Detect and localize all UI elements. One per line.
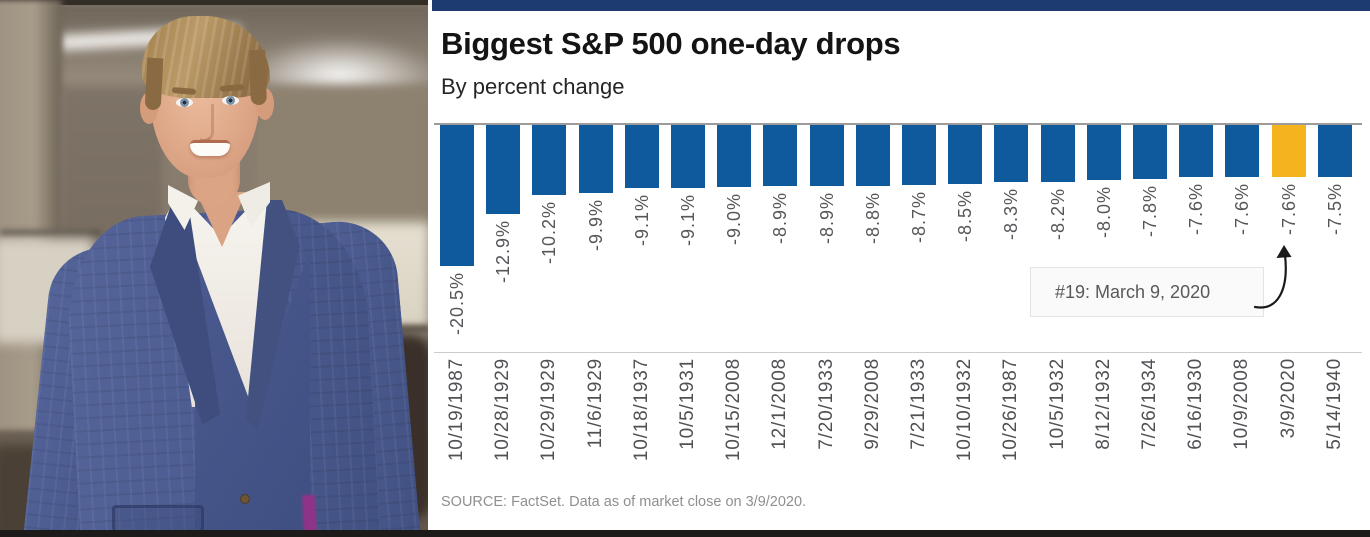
top-accent-bar (432, 0, 1370, 11)
x-axis-tick-label: 10/15/2008 (723, 358, 745, 462)
bar-value-label: -8.2% (1047, 187, 1068, 240)
bar-10/18/1937 (624, 125, 659, 188)
bar-5/14/1940 (1317, 125, 1352, 177)
bar-10/19/1987 (440, 125, 474, 267)
x-axis-tick-label: 7/20/1933 (815, 358, 837, 450)
chart-subtitle: By percent change (441, 74, 625, 99)
bar-6/16/1930 (1179, 125, 1214, 178)
presenter-sideburn (144, 57, 164, 111)
x-axis-tick-label: 5/14/1940 (1323, 358, 1345, 450)
x-axis-line (434, 352, 1362, 353)
bar-value-label: -8.8% (862, 191, 883, 244)
x-axis-tick-label: 10/28/1929 (492, 358, 514, 462)
x-axis-tick-label: 10/5/1931 (677, 358, 698, 450)
bar-value-label: -7.8% (1140, 184, 1160, 237)
presenter-eye (176, 98, 193, 107)
source-note: SOURCE: FactSet. Data as of market close… (441, 494, 807, 510)
bar-10/29/1929 (532, 125, 567, 196)
x-axis-tick-label: 10/10/1932 (954, 358, 976, 462)
bar-9/29/2008 (855, 125, 890, 186)
x-axis-tick-label: 10/19/1987 (446, 358, 467, 462)
x-axis-tick-label: 10/26/1987 (1000, 358, 1022, 462)
bar-value-label: -20.5% (447, 272, 467, 336)
bar-value-label: -7.6% (1186, 183, 1207, 236)
bar-10/26/1987 (994, 125, 1029, 183)
x-axis-tick-label: 7/21/1933 (908, 358, 929, 450)
bar-10/5/1932 (1040, 125, 1075, 182)
x-axis-tick-label: 10/29/1929 (538, 358, 560, 462)
x-axis-tick-label: 7/26/1934 (1139, 358, 1160, 450)
x-axis-tick-label: 11/6/1929 (584, 358, 606, 449)
bar-value-label: -9.1% (631, 193, 652, 246)
bar-12/1/2008 (763, 125, 798, 187)
bar-10/28/1929 (486, 125, 521, 214)
x-axis-tick-label: 9/29/2008 (861, 358, 883, 450)
presenter-nose (200, 104, 214, 142)
bar-value-label: -8.5% (955, 189, 976, 242)
presenter-photo (0, 0, 428, 537)
bar-7/26/1934 (1133, 125, 1167, 179)
x-axis-tick-label: 10/9/2008 (1231, 358, 1253, 450)
bar-10/5/1931 (671, 125, 705, 188)
x-axis-tick-label: 3/9/2020 (1277, 358, 1299, 439)
bar-value-label: -9.0% (724, 193, 745, 246)
bar-value-label: -10.2% (539, 201, 560, 265)
bar-10/15/2008 (717, 125, 752, 188)
bar-value-label: -8.0% (1093, 186, 1114, 239)
presenter-smile (190, 140, 230, 156)
presenter-sideburn (249, 49, 267, 106)
chart-panel: Biggest S&P 500 one-day drops By percent… (428, 0, 1370, 537)
bar-value-label: -8.3% (1001, 188, 1022, 241)
bar-value-label: -9.1% (678, 193, 698, 246)
presenter-jacket-button (240, 494, 250, 504)
chart-title: Biggest S&P 500 one-day drops (441, 26, 901, 61)
bar-value-label: -8.9% (770, 192, 791, 245)
bar-value-label: -8.9% (816, 192, 837, 245)
photo-window-frame (0, 230, 100, 237)
x-axis-tick-label: 8/12/1932 (1092, 358, 1114, 450)
bar-value-label: -8.7% (909, 191, 929, 244)
annotation-arrow-icon (1253, 245, 1292, 309)
bar-value-label: -9.9% (585, 199, 606, 252)
bar-10/10/1932 (948, 125, 983, 184)
x-axis-tick-label: 12/1/2008 (769, 358, 791, 450)
bar-10/9/2008 (1225, 125, 1260, 178)
zero-baseline (434, 123, 1362, 125)
x-axis-tick-label: 6/16/1930 (1185, 358, 1207, 450)
bar-value-label: -12.9% (493, 220, 514, 284)
x-axis-tick-label: 10/18/1937 (630, 358, 652, 462)
bottom-letterbox-bar (0, 530, 1370, 537)
x-axis-tick-label: 10/5/1932 (1046, 358, 1068, 450)
bar-value-label: -7.5% (1324, 182, 1345, 235)
bar-8/12/1932 (1086, 125, 1121, 181)
bar-11/6/1929 (578, 125, 613, 194)
bar-7/20/1933 (809, 125, 844, 187)
presenter-eye (222, 96, 239, 105)
bar-3/9/2020 (1271, 125, 1306, 178)
photo-top-edge (0, 0, 428, 5)
bar-7/21/1933 (902, 125, 936, 186)
annotation-text: #19: March 9, 2020 (1055, 282, 1211, 302)
annotation-box: #19: March 9, 2020 (1030, 267, 1264, 317)
